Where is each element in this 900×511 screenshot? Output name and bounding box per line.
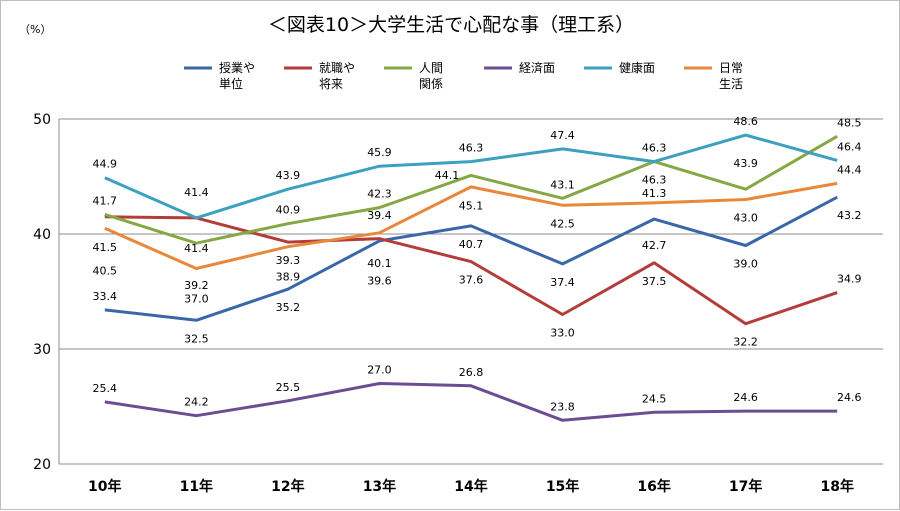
data-label: 23.8 xyxy=(550,400,575,413)
y-tick-label: 30 xyxy=(33,342,51,358)
y-tick-label: 20 xyxy=(33,457,51,473)
data-label: 42.7 xyxy=(642,239,667,252)
data-label: 45.1 xyxy=(459,199,484,212)
data-label: 47.4 xyxy=(550,129,575,142)
data-label: 42.3 xyxy=(367,188,392,201)
data-label: 43.9 xyxy=(276,169,301,182)
data-label: 44.9 xyxy=(93,158,118,171)
series-lines xyxy=(104,133,838,422)
data-label: 38.9 xyxy=(276,271,301,284)
data-label: 40.9 xyxy=(276,204,301,217)
data-label: 46.3 xyxy=(642,142,667,155)
legend-entry: 人間関係 xyxy=(419,61,443,91)
data-label: 39.6 xyxy=(367,275,392,288)
data-label: 32.2 xyxy=(733,336,758,349)
data-label: 46.4 xyxy=(837,140,862,153)
data-label: 33.4 xyxy=(93,290,118,303)
data-label: 41.4 xyxy=(184,186,209,199)
data-label: 39.0 xyxy=(733,258,758,271)
data-label: 39.4 xyxy=(367,209,392,222)
legend-entry: 日常生活 xyxy=(719,61,743,91)
x-tick-label: 11年 xyxy=(180,478,213,495)
data-label: 37.6 xyxy=(459,274,484,287)
legend-entry: 授業や単位 xyxy=(219,60,255,91)
data-label: 42.5 xyxy=(550,217,575,230)
data-label: 41.7 xyxy=(93,194,118,207)
data-label: 39.2 xyxy=(184,279,209,292)
series-line xyxy=(104,135,838,245)
series-line xyxy=(104,133,838,220)
data-label: 48.5 xyxy=(837,116,862,129)
data-label: 37.4 xyxy=(550,276,575,289)
data-label: 24.2 xyxy=(184,396,209,409)
gridlines xyxy=(58,118,883,465)
legend-entry: 健康面 xyxy=(619,60,655,75)
x-tick-label: 16年 xyxy=(637,478,670,495)
data-label: 40.5 xyxy=(93,264,118,277)
data-label: 39.3 xyxy=(276,254,301,267)
unit-label: （%） xyxy=(19,23,51,36)
series-line xyxy=(104,181,838,270)
data-label: 26.8 xyxy=(459,366,484,379)
legend: 授業や単位 就職や将来 人間関係 経済面 健康面 日常生活 xyxy=(184,60,743,91)
legend-entry: 就職や将来 xyxy=(319,61,355,91)
x-tick-label: 10年 xyxy=(88,478,121,495)
data-label: 37.5 xyxy=(642,275,667,288)
x-tick-label: 12年 xyxy=(271,478,304,495)
data-label: 24.6 xyxy=(837,391,862,404)
x-tick-label: 18年 xyxy=(820,478,853,495)
data-label: 25.4 xyxy=(93,382,118,395)
x-tick-label: 14年 xyxy=(454,478,487,495)
data-label: 41.5 xyxy=(93,241,118,254)
data-label: 32.5 xyxy=(184,332,209,345)
data-label: 24.5 xyxy=(642,392,667,405)
y-axis-ticks: 20 30 40 50 xyxy=(33,112,51,473)
y-tick-label: 50 xyxy=(33,112,51,128)
data-label: 44.1 xyxy=(435,169,460,182)
data-labels: 44.9 41.7 41.5 40.5 33.4 25.4 41.4 41.4 39.237.0… xyxy=(93,115,862,413)
chart-title: ＜図表10＞大学生活で心配な事（理工系） xyxy=(268,14,634,36)
data-label: 40.1 xyxy=(367,257,392,270)
data-label: 41.3 xyxy=(642,187,667,200)
data-label: 44.4 xyxy=(837,163,862,176)
data-label: 34.9 xyxy=(837,273,862,286)
data-label: 35.2 xyxy=(276,301,301,314)
data-label: 48.6 xyxy=(733,115,758,128)
data-label: 37.0 xyxy=(184,293,209,306)
data-label: 43.9 xyxy=(733,157,758,170)
data-label: 43.1 xyxy=(550,178,575,191)
series-line xyxy=(104,195,838,322)
data-label: 40.7 xyxy=(459,238,484,251)
data-label: 43.0 xyxy=(733,212,758,225)
data-label: 45.9 xyxy=(367,146,392,159)
x-tick-label: 13年 xyxy=(363,478,396,495)
data-label: 46.3 xyxy=(459,142,484,155)
x-axis-ticks: 10年 11年 12年 13年 14年 15年 16年 17年 18年 xyxy=(88,478,854,495)
data-label: 24.6 xyxy=(733,391,758,404)
data-label: 43.2 xyxy=(837,209,862,222)
data-label: 46.3 xyxy=(642,174,667,187)
series-line xyxy=(104,215,838,326)
data-label: 25.5 xyxy=(276,381,301,394)
legend-entry: 経済面 xyxy=(519,60,555,75)
series-line xyxy=(104,382,838,422)
data-label: 41.4 xyxy=(184,242,209,255)
data-label: 27.0 xyxy=(367,364,392,377)
x-tick-label: 15年 xyxy=(546,478,579,495)
y-tick-label: 40 xyxy=(33,227,51,243)
x-tick-label: 17年 xyxy=(729,478,762,495)
data-label: 33.0 xyxy=(550,327,575,340)
